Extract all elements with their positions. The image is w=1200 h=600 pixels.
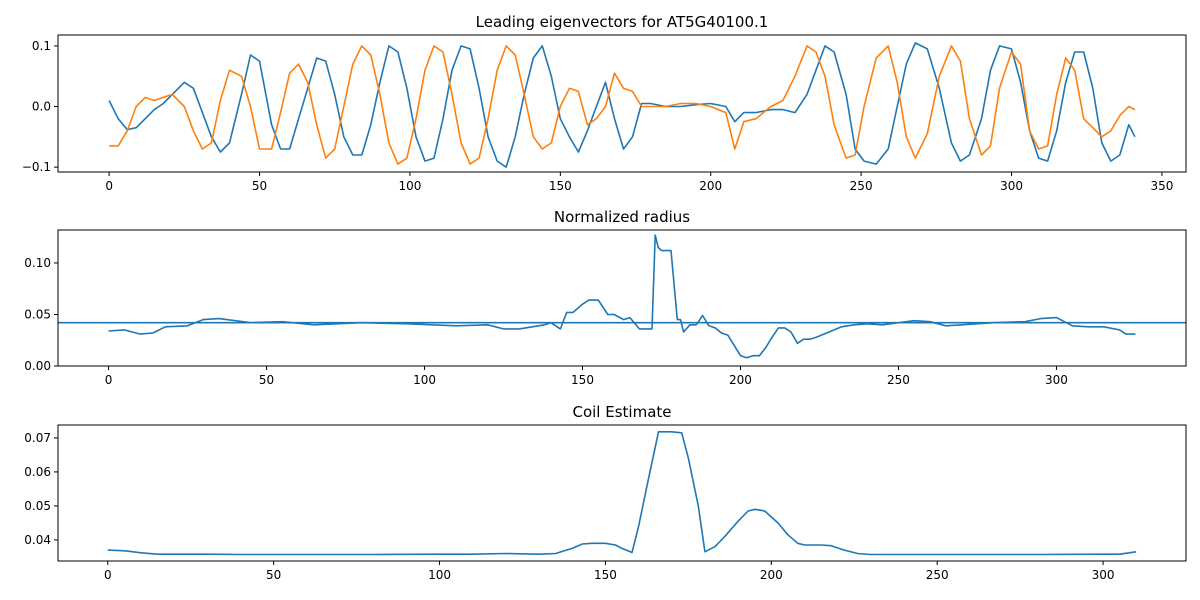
normalized-radius-xtick-label: 0 bbox=[105, 373, 113, 387]
normalized-radius-xtick-label: 200 bbox=[729, 373, 752, 387]
eigenvectors-panel: Leading eigenvectors for AT5G40100.1 0 50 1… bbox=[22, 13, 1187, 193]
normalized-radius-xtick-label: 150 bbox=[571, 373, 594, 387]
normalized-radius-xtick-label: 300 bbox=[1045, 373, 1068, 387]
eigenvectors-xtick-label: 100 bbox=[398, 179, 421, 193]
eigenvectors-xtick-label: 50 bbox=[252, 179, 267, 193]
coil-estimate-panel: Coil Estimate 0 50 100 150 200 250 300 0.04 0.05 0… bbox=[24, 403, 1187, 582]
normalized-radius-axes-frame bbox=[57, 229, 1187, 367]
eigenvectors-xtick-label: 300 bbox=[1000, 179, 1023, 193]
coil-estimate-xtick-label: 300 bbox=[1092, 568, 1115, 582]
normalized-radius-series-1-line bbox=[108, 234, 1136, 359]
eigenvectors-xtick-label: 250 bbox=[850, 179, 873, 193]
normalized-radius-ytick-label: 0.10 bbox=[24, 256, 51, 270]
coil-estimate-xtick-label: 100 bbox=[428, 568, 451, 582]
eigenvectors-xtick-label: 350 bbox=[1150, 179, 1173, 193]
normalized-radius-xtick-label: 250 bbox=[887, 373, 910, 387]
normalized-radius-xtick-label: 100 bbox=[413, 373, 436, 387]
eigenvectors-xtick-label: 200 bbox=[699, 179, 722, 193]
coil-estimate-xtick-label: 0 bbox=[104, 568, 112, 582]
eigenvectors-xtick-label: 150 bbox=[549, 179, 572, 193]
eigenvectors-ytick-label: 0.0 bbox=[32, 100, 51, 114]
coil-estimate-ytick-label: 0.04 bbox=[24, 533, 51, 547]
eigenvectors-title: Leading eigenvectors for AT5G40100.1 bbox=[476, 13, 769, 31]
normalized-radius-title: Normalized radius bbox=[554, 208, 690, 226]
eigenvectors-xtick-label: 0 bbox=[105, 179, 113, 193]
coil-estimate-xtick-label: 250 bbox=[926, 568, 949, 582]
normalized-radius-panel: Normalized radius 0 50 100 150 200 250 300 0.00 0… bbox=[24, 208, 1187, 387]
coil-estimate-series-1-line bbox=[107, 430, 1137, 556]
coil-estimate-ytick-label: 0.06 bbox=[24, 465, 51, 479]
coil-estimate-ytick-label: 0.05 bbox=[24, 499, 51, 513]
eigenvectors-ytick-label: 0.1 bbox=[32, 39, 51, 53]
normalized-radius-ytick-label: 0.00 bbox=[24, 359, 51, 373]
coil-estimate-xtick-label: 50 bbox=[266, 568, 281, 582]
eigenvectors-series-2-line bbox=[109, 45, 1136, 165]
coil-estimate-axes-frame bbox=[57, 424, 1187, 562]
coil-estimate-xtick-label: 200 bbox=[760, 568, 783, 582]
normalized-radius-xtick-label: 50 bbox=[259, 373, 274, 387]
eigenvectors-axes-frame bbox=[57, 34, 1187, 173]
coil-estimate-title: Coil Estimate bbox=[572, 403, 671, 421]
normalized-radius-ytick-label: 0.05 bbox=[24, 307, 51, 321]
coil-estimate-xtick-label: 150 bbox=[594, 568, 617, 582]
coil-estimate-ytick-label: 0.07 bbox=[24, 431, 51, 445]
eigenvectors-ytick-label: −0.1 bbox=[22, 160, 51, 174]
